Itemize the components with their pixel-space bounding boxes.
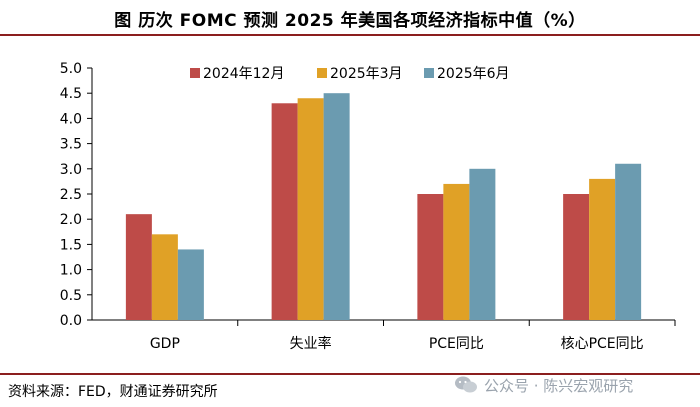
- y-tick-label: 5.0: [60, 61, 82, 77]
- legend-swatch-1: [190, 68, 200, 78]
- bar-2-4: [589, 178, 616, 320]
- bar-chart: 0.0 0.5 1.0 1.5 2.0 2.5 3.0 3.5 4.0 4.5 5.0 GDP 失业率 P…: [60, 61, 676, 352]
- y-tick-label: 3.5: [60, 137, 82, 153]
- wechat-icon: [454, 375, 478, 395]
- y-tick-label: 0.0: [60, 313, 82, 329]
- y-tick-label: 2.0: [60, 212, 82, 228]
- x-tick-label: PCE同比: [429, 336, 484, 352]
- footer-divider: [0, 373, 700, 375]
- bar-1-1: [125, 214, 152, 320]
- y-tick-label: 1.0: [60, 263, 82, 279]
- bar-2-2: [297, 98, 324, 320]
- chart-area: 0.0 0.5 1.0 1.5 2.0 2.5 3.0 3.5 4.0 4.5 5.0 GDP 失业率 P…: [0, 38, 700, 368]
- legend-label-3: 2025年6月: [437, 66, 510, 82]
- legend-swatch-2: [317, 68, 327, 78]
- x-tick-label: 失业率: [290, 335, 332, 352]
- bar-1-4: [563, 194, 590, 320]
- legend-label-1: 2024年12月: [203, 66, 284, 82]
- bar-2-3: [443, 183, 470, 320]
- chart-title: 图 历次 FOMC 预测 2025 年美国各项经济指标中值（%）: [114, 11, 586, 31]
- x-tick-label: 核心PCE同比: [561, 336, 644, 352]
- bar-3-1: [177, 249, 204, 320]
- bar-3-3: [469, 168, 496, 320]
- bar-1-2: [271, 103, 298, 320]
- y-tick-label: 3.0: [60, 162, 82, 178]
- title-bar: [0, 0, 700, 36]
- bar-2-1: [151, 234, 178, 320]
- watermark: 公众号 · 陈兴宏观研究: [454, 372, 694, 398]
- watermark-text: 公众号 · 陈兴宏观研究: [484, 376, 634, 395]
- legend-label-2: 2025年3月: [330, 66, 403, 82]
- y-tick-label: 4.5: [60, 86, 82, 102]
- y-tick-label: 4.0: [60, 111, 82, 127]
- y-tick-label: 1.5: [60, 237, 82, 253]
- bar-1-3: [417, 194, 444, 320]
- bar-3-2: [323, 93, 350, 320]
- bar-3-4: [615, 163, 642, 320]
- x-tick-label: GDP: [150, 336, 180, 352]
- y-tick-label: 0.5: [60, 288, 82, 304]
- y-tick-label: 2.5: [60, 187, 82, 203]
- legend-swatch-3: [424, 68, 434, 78]
- source-note: 资料来源：FED，财通证券研究所: [8, 384, 218, 400]
